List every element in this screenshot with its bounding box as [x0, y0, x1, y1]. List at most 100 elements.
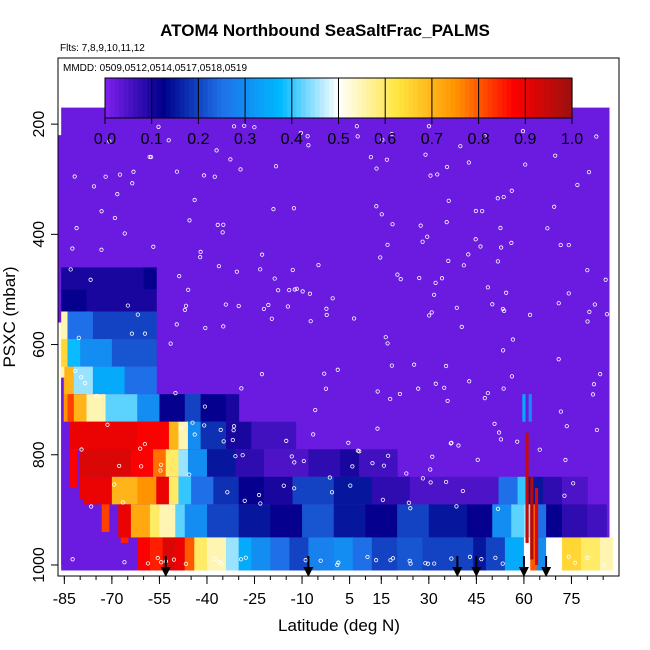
sample-marker	[173, 390, 178, 396]
sample-marker	[212, 174, 217, 179]
colorbar-swatch	[534, 78, 540, 118]
colorbar-swatch	[105, 78, 111, 118]
heatmap-cell	[599, 537, 614, 571]
x-tick-label: -10	[290, 591, 313, 608]
sample-marker	[131, 169, 136, 174]
sample-marker	[298, 130, 303, 136]
sample-marker	[68, 267, 73, 272]
sample-marker	[374, 204, 379, 209]
colorbar-swatch	[427, 78, 433, 118]
sample-marker	[591, 382, 597, 387]
heatmap-cell	[409, 476, 500, 505]
sample-marker	[147, 154, 152, 160]
sample-marker	[159, 462, 164, 467]
colorbar-swatch	[445, 78, 452, 118]
x-axis: -85 -70 -55 -40 -25 -10 5 15 30 45 60 75	[53, 576, 604, 608]
colorbar-swatch	[333, 78, 340, 118]
sample-marker	[444, 164, 450, 170]
sample-marker	[446, 258, 451, 263]
colorbar-swatch	[324, 78, 330, 118]
colorbar-swatch	[515, 78, 522, 118]
heatmap-cell	[308, 449, 341, 477]
sample-marker	[388, 558, 393, 563]
colorbar-swatch	[557, 78, 564, 118]
sample-marker	[454, 305, 459, 310]
sample-marker	[214, 148, 219, 153]
sample-marker	[558, 409, 563, 414]
heatmap-cell	[159, 394, 186, 422]
sample-marker	[498, 437, 504, 442]
colorbar-swatch	[170, 78, 176, 118]
colorbar-swatch	[296, 78, 302, 118]
sample-marker	[417, 275, 422, 281]
heatmap-cell	[536, 537, 547, 571]
sample-marker	[285, 304, 291, 309]
sample-marker	[239, 386, 244, 391]
colorbar-swatch	[245, 78, 251, 118]
heatmap-cell	[175, 504, 186, 538]
heatmap-cell	[111, 339, 157, 367]
heatmap-cell	[523, 537, 531, 571]
sample-marker	[389, 131, 394, 137]
sample-marker	[492, 421, 497, 426]
sample-marker	[370, 461, 375, 466]
sample-marker	[323, 386, 329, 391]
heatmap-cell	[264, 449, 309, 477]
heatmap-cell	[67, 311, 94, 340]
heatmap-cell	[206, 449, 236, 477]
heatmap-cell	[251, 421, 297, 450]
colorbar-swatch	[562, 78, 568, 118]
sample-marker	[482, 133, 487, 139]
sample-marker	[499, 245, 504, 250]
sample-marker	[523, 162, 528, 167]
colorbar-swatch	[450, 78, 456, 118]
colorbar-swatch	[133, 78, 139, 118]
heatmap-cell	[546, 504, 563, 538]
heatmap-cell	[175, 537, 186, 571]
colorbar-swatch	[156, 78, 162, 118]
heatmap-cell	[270, 537, 290, 571]
sample-marker	[135, 312, 140, 317]
colorbar-swatch	[487, 78, 494, 118]
colorbar-swatch	[287, 78, 293, 118]
heatmap-cell	[80, 339, 113, 367]
sample-marker	[233, 454, 238, 459]
colorbar-swatch	[137, 78, 143, 118]
sample-marker	[202, 404, 208, 409]
sample-marker	[258, 267, 263, 272]
heatmap-cell	[292, 476, 335, 505]
x-tick-label: -40	[195, 591, 218, 608]
sample-marker	[289, 454, 294, 459]
heatmap-cell	[165, 449, 179, 477]
sample-marker	[159, 560, 164, 565]
sample-marker	[335, 562, 340, 567]
heatmap-cell	[67, 394, 75, 422]
sample-marker	[551, 557, 556, 562]
sample-marker	[553, 153, 558, 158]
sample-marker	[575, 182, 580, 188]
sample-marker	[495, 196, 500, 201]
sample-marker	[485, 390, 490, 396]
y-tick-label: 200	[31, 111, 48, 138]
sample-marker	[327, 475, 332, 480]
heatmap-cell	[153, 449, 167, 477]
sample-marker	[221, 439, 226, 444]
sample-marker	[76, 335, 81, 340]
colorbar-swatch	[282, 78, 288, 118]
sample-marker	[266, 302, 271, 308]
colorbar-swatch	[478, 78, 484, 118]
colorbar-swatch	[520, 78, 526, 118]
heatmap-cell	[206, 537, 227, 571]
sample-marker	[70, 557, 75, 562]
sample-marker	[261, 306, 267, 312]
sample-marker	[125, 303, 130, 308]
sample-marker	[479, 557, 484, 562]
colorbar-swatch	[119, 78, 125, 118]
sample-marker	[94, 393, 99, 399]
colorbar-swatch	[161, 78, 167, 118]
y-tick-label: 1000	[31, 547, 48, 583]
colorbar-swatch	[371, 78, 377, 118]
sample-marker	[439, 276, 445, 281]
sample-marker	[594, 427, 599, 433]
sample-marker	[203, 325, 208, 331]
